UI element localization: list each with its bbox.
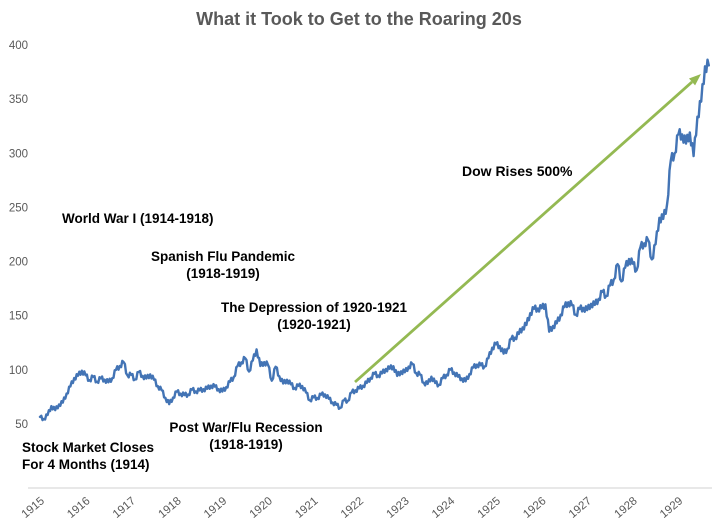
dow-rises-arrow-shaft: [354, 80, 693, 384]
y-tick-label: 100: [9, 365, 28, 377]
annotation-dow-rises-500: Dow Rises 500%: [462, 163, 573, 180]
y-tick-label: 300: [9, 148, 28, 160]
dow-series-line: [38, 58, 710, 422]
annotation-depression-1920-1921: The Depression of 1920-1921 (1920-1921): [221, 299, 407, 333]
x-tick-label: 1926: [521, 495, 548, 521]
x-tick-label: 1922: [339, 495, 366, 521]
annotation-text: (1918-1919): [209, 437, 283, 452]
y-tick-label: 200: [9, 257, 28, 269]
annotation-world-war-1: World War I (1914-1918): [62, 210, 214, 227]
annotation-text: Spanish Flu Pandemic: [150, 249, 296, 264]
x-tick-label: 1927: [567, 495, 594, 521]
y-tick-label: 350: [9, 94, 28, 106]
x-tick-label: 1920: [248, 495, 275, 521]
annotation-post-war-flu-recession: Post War/Flu Recession (1918-1919): [169, 419, 322, 453]
annotation-spanish-flu-pandemic: Spanish Flu Pandemic (1918-1919): [151, 248, 295, 282]
annotation-text: The Depression of 1920-1921: [220, 300, 408, 315]
x-tick-label: 1925: [476, 495, 503, 521]
x-tick-label: 1919: [202, 495, 229, 521]
annotation-text: (1918-1919): [186, 266, 260, 281]
y-tick-label: 50: [15, 419, 28, 431]
annotation-text: Dow Rises 500%: [462, 163, 573, 179]
annotation-text: World War I (1914-1918): [62, 211, 214, 226]
x-tick-label: 1916: [65, 495, 92, 521]
annotation-stock-market-closes: Stock Market Closes For 4 Months (1914): [22, 439, 154, 473]
y-tick-label: 400: [9, 40, 28, 52]
annotation-text: Post War/Flu Recession: [169, 420, 323, 435]
x-tick-label: 1917: [111, 495, 138, 521]
y-tick-label: 250: [9, 202, 28, 214]
annotation-text: For 4 Months (1914): [22, 457, 150, 472]
dow-rises-arrow-head: [689, 74, 701, 86]
annotation-text: Stock Market Closes: [22, 440, 155, 455]
annotation-text: (1920-1921): [277, 317, 351, 332]
x-tick-label: 1918: [156, 495, 183, 521]
x-tick-label: 1923: [384, 495, 411, 521]
x-tick-label: 1924: [430, 495, 458, 521]
chart-title: What it Took to Get to the Roaring 20s: [196, 9, 522, 29]
x-tick-label: 1929: [658, 495, 685, 521]
x-tick-label: 1915: [20, 495, 47, 521]
x-tick-label: 1921: [293, 495, 320, 521]
x-tick-label: 1928: [612, 495, 639, 521]
y-tick-label: 150: [9, 311, 28, 323]
